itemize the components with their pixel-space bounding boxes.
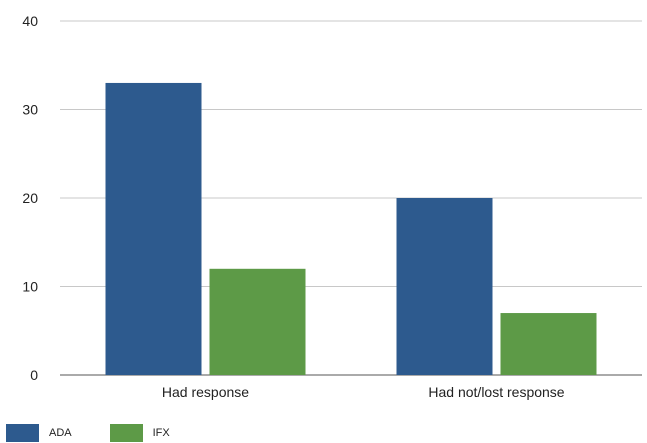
bar-chart: 0 10 20 30 40 Had response Had not/lost respon… [22, 13, 642, 400]
bar-ifx-0 [209, 268, 306, 375]
y-tick-label: 40 [22, 13, 38, 29]
bar-ada-0 [105, 82, 202, 375]
legend-label-ifx: IFX [152, 427, 170, 439]
y-tick-label: 0 [30, 367, 38, 383]
bar-ifx-1 [500, 313, 597, 375]
legend-item-ada: ADA [6, 424, 72, 442]
x-category-label: Had not/lost response [428, 384, 564, 400]
legend-item-ifx: IFX [109, 424, 170, 442]
legend: ADA IFX [6, 424, 208, 442]
bar-ada-1 [396, 198, 493, 375]
y-tick-label: 30 [22, 102, 38, 118]
x-category-label: Had response [162, 384, 249, 400]
legend-swatch-ifx [109, 424, 143, 442]
y-tick-label: 10 [22, 279, 38, 295]
legend-label-ada: ADA [49, 427, 72, 439]
legend-swatch-ada [6, 424, 39, 442]
y-tick-label: 20 [22, 190, 38, 206]
